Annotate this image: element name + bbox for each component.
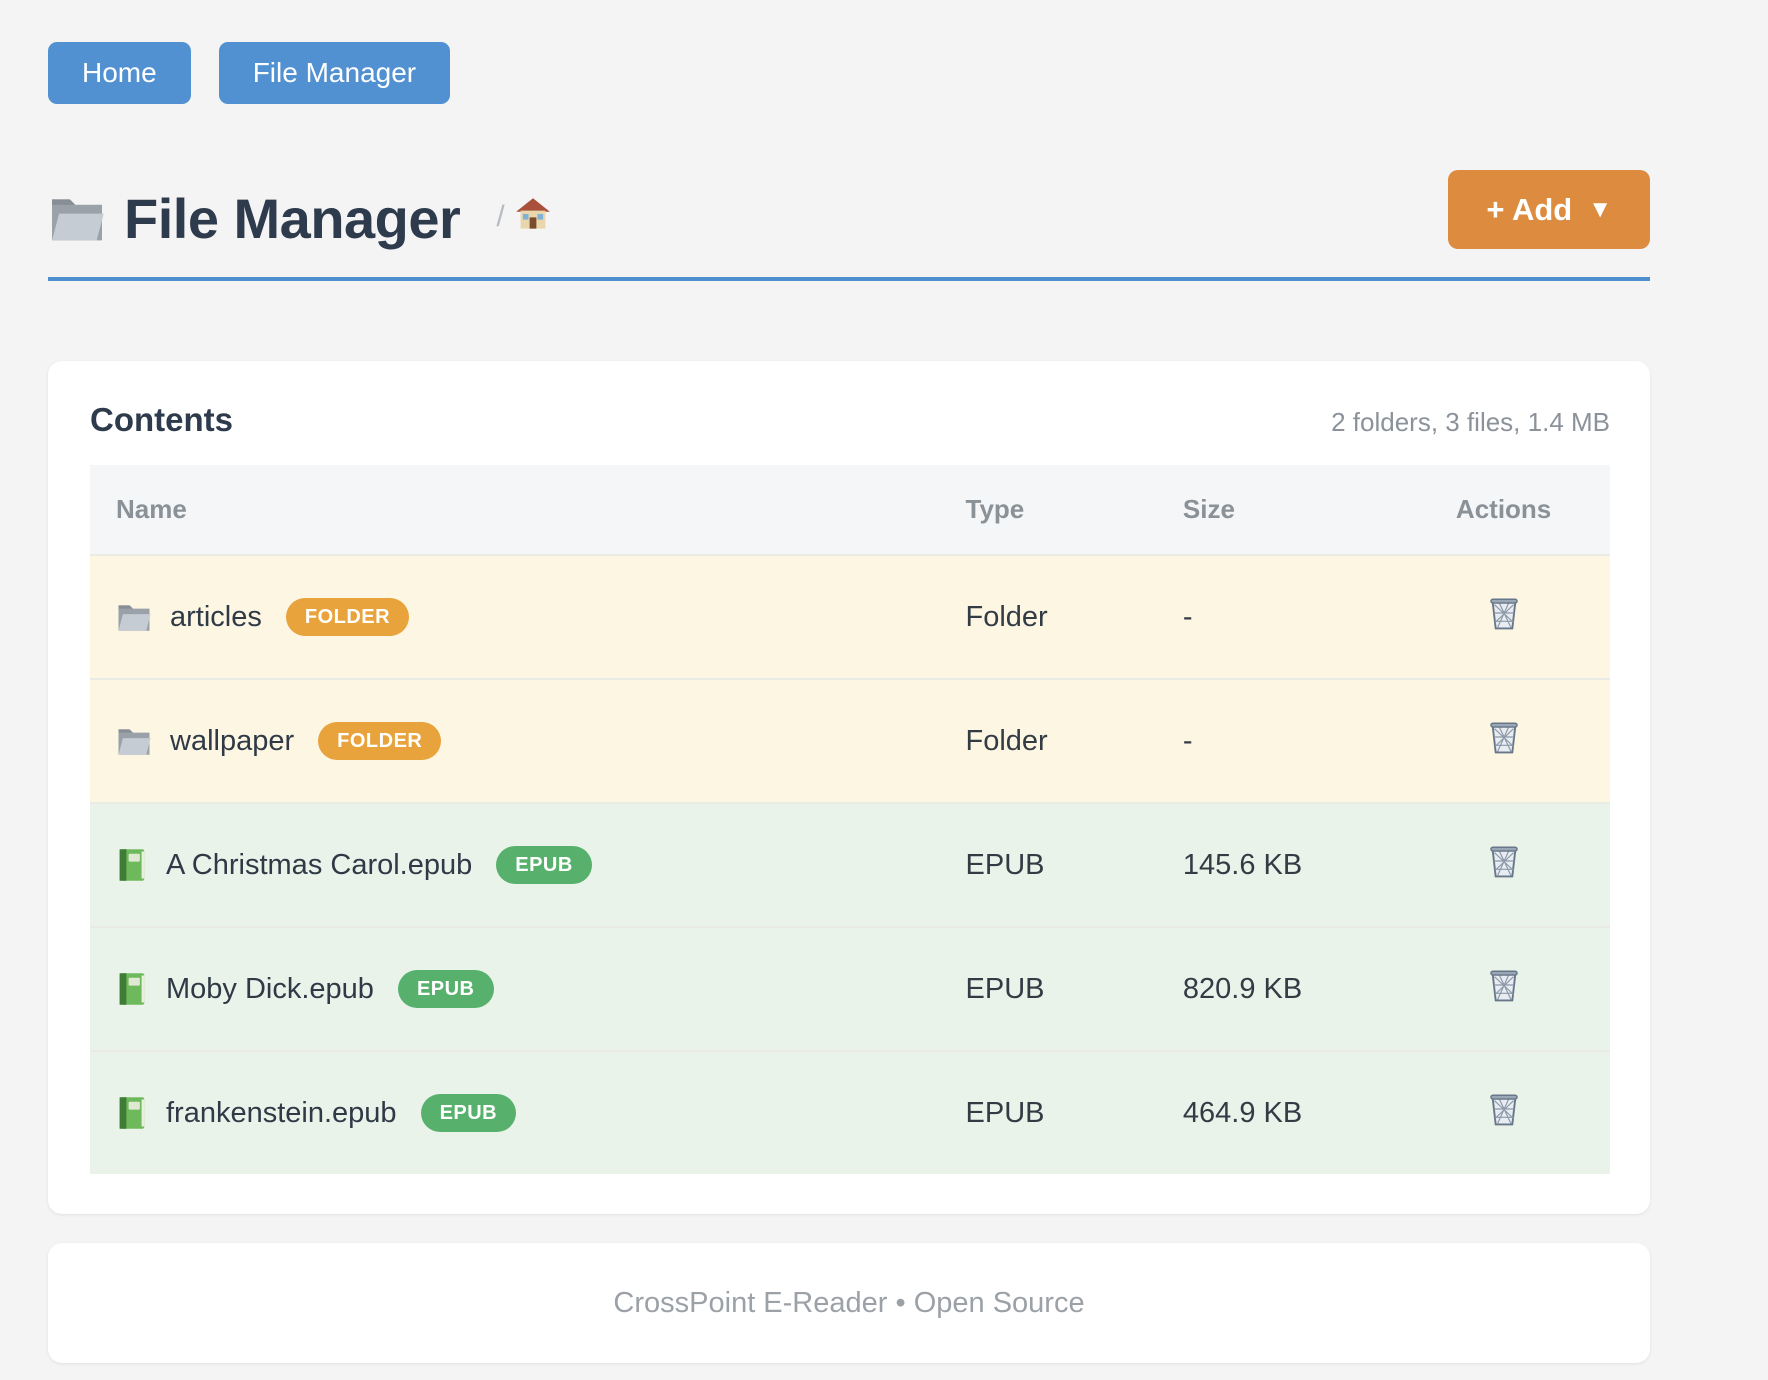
file-size: - — [1182, 554, 1398, 679]
file-name: Moby Dick.epub — [166, 972, 374, 1005]
file-size: 145.6 KB — [1182, 802, 1398, 927]
file-size: 820.9 KB — [1182, 926, 1398, 1051]
file-badge: EPUB — [420, 1094, 517, 1132]
trash-icon[interactable] — [1487, 594, 1521, 632]
table-row[interactable]: articles FOLDER Folder - — [90, 554, 1610, 679]
file-badge: FOLDER — [318, 722, 442, 760]
contents-card-header: Contents 2 folders, 3 files, 1.4 MB — [90, 401, 1610, 439]
folder-icon — [116, 726, 152, 757]
nav-file-manager-button[interactable]: File Manager — [218, 42, 451, 104]
file-name: articles — [170, 600, 262, 633]
column-header-type: Type — [965, 465, 1183, 555]
trash-icon[interactable] — [1487, 718, 1521, 756]
file-size: 464.9 KB — [1182, 1050, 1398, 1174]
column-header-size: Size — [1182, 465, 1398, 555]
breadcrumb-separator: / — [496, 199, 505, 233]
top-nav: Home File Manager — [48, 42, 1650, 104]
table-header-row: Name Type Size Actions — [90, 465, 1610, 555]
chevron-down-icon: ▼ — [1588, 195, 1612, 223]
title-group: File Manager / — [48, 186, 551, 251]
file-name: A Christmas Carol.epub — [166, 848, 473, 881]
file-type: EPUB — [965, 1050, 1183, 1174]
file-type: Folder — [965, 554, 1183, 679]
file-table: Name Type Size Actions articles FOLDER F… — [90, 465, 1610, 1174]
trash-icon[interactable] — [1487, 842, 1521, 880]
page-title: File Manager — [124, 187, 461, 250]
file-badge: FOLDER — [285, 598, 410, 636]
trash-icon[interactable] — [1487, 966, 1521, 1004]
file-badge: EPUB — [397, 970, 494, 1008]
book-icon — [116, 971, 148, 1007]
file-name: wallpaper — [170, 724, 295, 757]
footer-text: CrossPoint E-Reader • Open Source — [613, 1286, 1085, 1319]
contents-summary: 2 folders, 3 files, 1.4 MB — [1331, 407, 1610, 437]
table-row[interactable]: frankenstein.epub EPUB EPUB 464.9 KB — [90, 1050, 1610, 1174]
table-row[interactable]: A Christmas Carol.epub EPUB EPUB 145.6 K… — [90, 802, 1610, 927]
file-type: EPUB — [965, 802, 1183, 927]
book-icon — [116, 847, 148, 883]
folder-icon — [116, 602, 152, 633]
book-icon — [116, 1095, 148, 1131]
file-name: frankenstein.epub — [166, 1096, 397, 1129]
add-button-label: + Add — [1486, 192, 1573, 227]
page-container: Home File Manager File Manager / — [48, 0, 1650, 1363]
file-table-body: articles FOLDER Folder - wallpaper FOLDE… — [90, 554, 1610, 1174]
file-type: Folder — [965, 678, 1183, 803]
footer-card: CrossPoint E-Reader • Open Source — [48, 1243, 1650, 1363]
trash-icon[interactable] — [1487, 1090, 1521, 1128]
file-type: EPUB — [965, 926, 1183, 1051]
column-header-name: Name — [90, 465, 966, 555]
nav-home-button[interactable]: Home — [48, 42, 191, 104]
breadcrumb: / — [496, 196, 550, 241]
table-row[interactable]: Moby Dick.epub EPUB EPUB 820.9 KB — [90, 926, 1610, 1051]
add-button[interactable]: + Add ▼ — [1448, 170, 1650, 249]
folder-icon — [48, 194, 106, 244]
house-icon[interactable] — [515, 196, 551, 237]
title-divider — [48, 277, 1650, 281]
table-row[interactable]: wallpaper FOLDER Folder - — [90, 678, 1610, 803]
contents-card: Contents 2 folders, 3 files, 1.4 MB Name… — [48, 361, 1650, 1214]
file-size: - — [1182, 678, 1398, 803]
contents-title: Contents — [90, 401, 233, 438]
column-header-actions: Actions — [1397, 465, 1610, 555]
file-badge: EPUB — [496, 846, 592, 884]
page-header: File Manager / + Add ▼ — [48, 170, 1650, 251]
